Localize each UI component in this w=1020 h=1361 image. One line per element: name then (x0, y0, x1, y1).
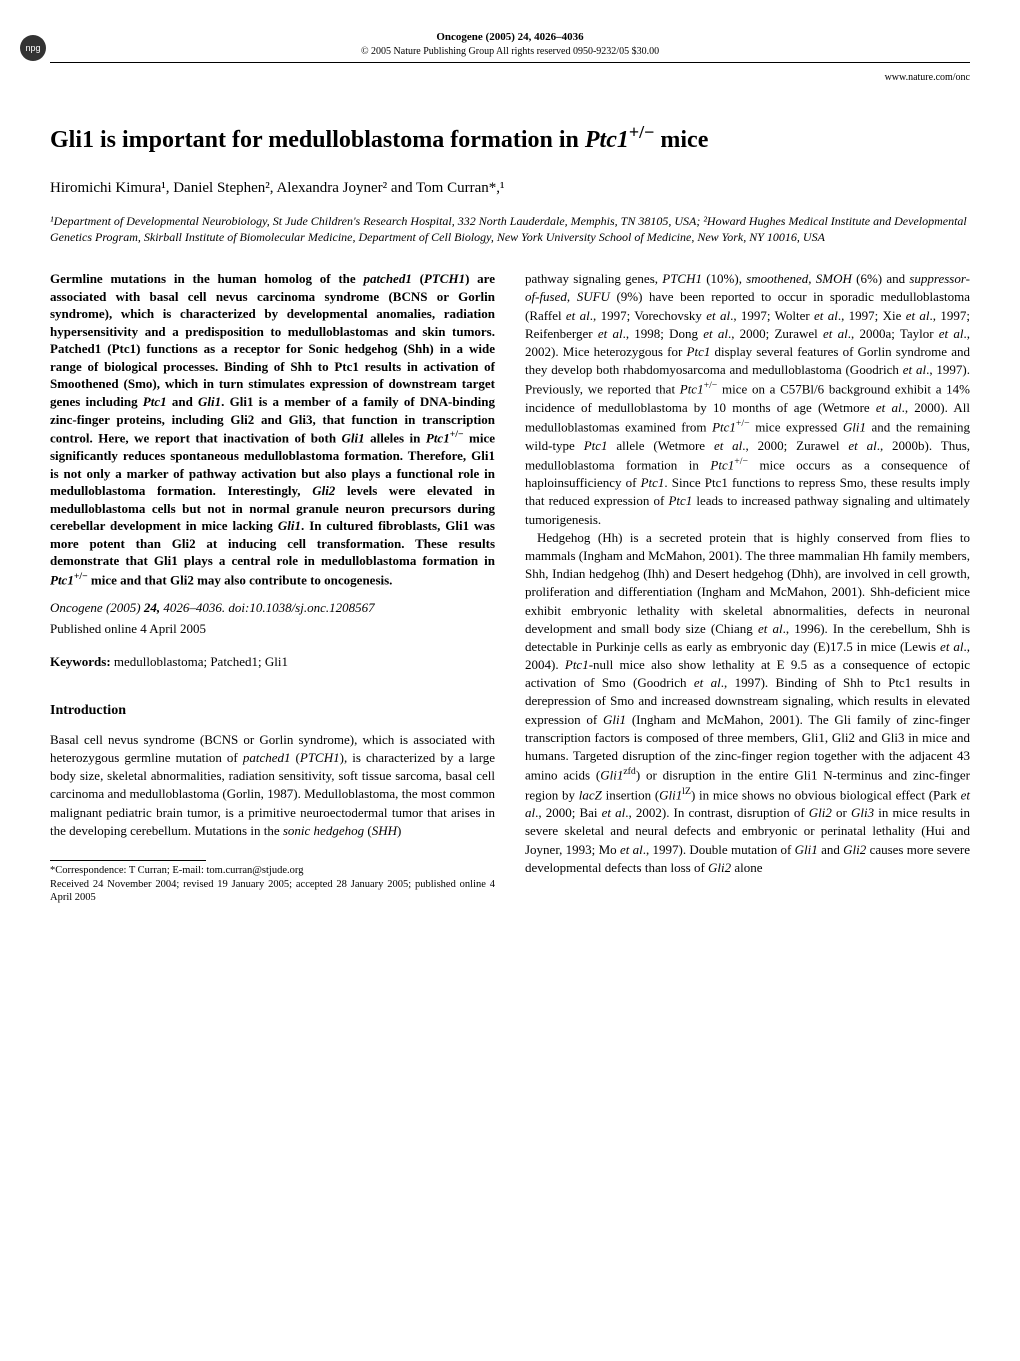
col2-paragraph-2: Hedgehog (Hh) is a secreted protein that… (525, 529, 970, 877)
introduction-heading: Introduction (50, 701, 495, 721)
two-column-layout: Germline mutations in the human homolog … (50, 270, 970, 905)
journal-header: npg Oncogene (2005) 24, 4026–4036 © 2005… (50, 30, 970, 63)
keywords-line: Keywords: medulloblastoma; Patched1; Gli… (50, 653, 495, 671)
dates-footnote: Received 24 November 2004; revised 19 Ja… (50, 878, 495, 905)
journal-url: www.nature.com/onc (50, 71, 970, 85)
published-online-date: Published online 4 April 2005 (50, 620, 495, 638)
copyright-line: © 2005 Nature Publishing Group All right… (50, 45, 970, 59)
correspondence-footnote: *Correspondence: T Curran; E-mail: tom.c… (50, 864, 495, 878)
journal-citation: Oncogene (2005) 24, 4026–4036 (50, 30, 970, 45)
footnote-divider (50, 860, 206, 861)
keywords-values: medulloblastoma; Patched1; Gli1 (111, 654, 288, 669)
article-citation: Oncogene (2005) 24, 4026–4036. doi:10.10… (50, 599, 495, 617)
right-column: pathway signaling genes, PTCH1 (10%), sm… (525, 270, 970, 905)
article-title: Gli1 is important for medulloblastoma fo… (50, 120, 970, 158)
publisher-logo-text: npg (25, 42, 40, 55)
affiliations: ¹Department of Developmental Neurobiolog… (50, 214, 970, 245)
header-divider (50, 62, 970, 63)
keywords-label: Keywords: (50, 654, 111, 669)
introduction-body: Basal cell nevus syndrome (BCNS or Gorli… (50, 731, 495, 840)
left-column: Germline mutations in the human homolog … (50, 270, 495, 905)
right-column-body: pathway signaling genes, PTCH1 (10%), sm… (525, 270, 970, 877)
author-list: Hiromichi Kimura¹, Daniel Stephen², Alex… (50, 178, 970, 199)
abstract-text: Germline mutations in the human homolog … (50, 270, 495, 589)
intro-paragraph-1: Basal cell nevus syndrome (BCNS or Gorli… (50, 731, 495, 840)
col2-paragraph-1: pathway signaling genes, PTCH1 (10%), sm… (525, 270, 970, 529)
publisher-logo: npg (20, 35, 46, 61)
